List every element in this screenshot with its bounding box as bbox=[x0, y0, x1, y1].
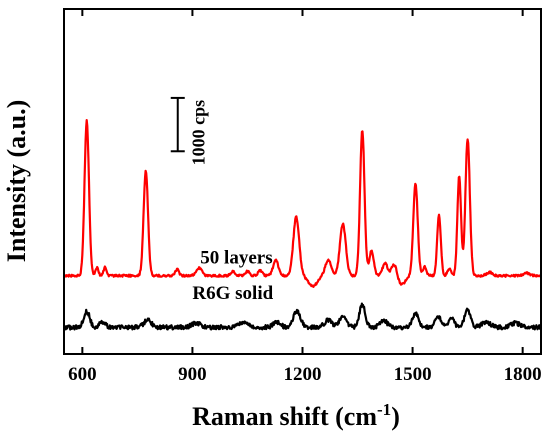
scale-bar-label: 1000 cps bbox=[189, 100, 209, 166]
series-line-black bbox=[63, 302, 542, 331]
x-tick-label: 600 bbox=[68, 364, 97, 385]
annotation-50-layers: 50 layers bbox=[200, 247, 272, 268]
x-tick-label: 1800 bbox=[504, 364, 542, 385]
x-axis-ticks: 600 900 1200 1500 1800 bbox=[68, 9, 542, 385]
x-tick-label: 900 bbox=[178, 364, 207, 385]
y-axis-title: Intensity (a.u.) bbox=[2, 100, 31, 263]
x-tick-label: 1200 bbox=[284, 364, 322, 385]
x-tick-label: 1500 bbox=[394, 364, 432, 385]
x-axis-title: Raman shift (cm-1) bbox=[192, 400, 400, 431]
annotation-r6g-solid: R6G solid bbox=[192, 283, 273, 304]
series-layer bbox=[63, 119, 542, 331]
series-line-red bbox=[63, 119, 541, 288]
scale-bar: 1000 cps bbox=[170, 96, 209, 166]
